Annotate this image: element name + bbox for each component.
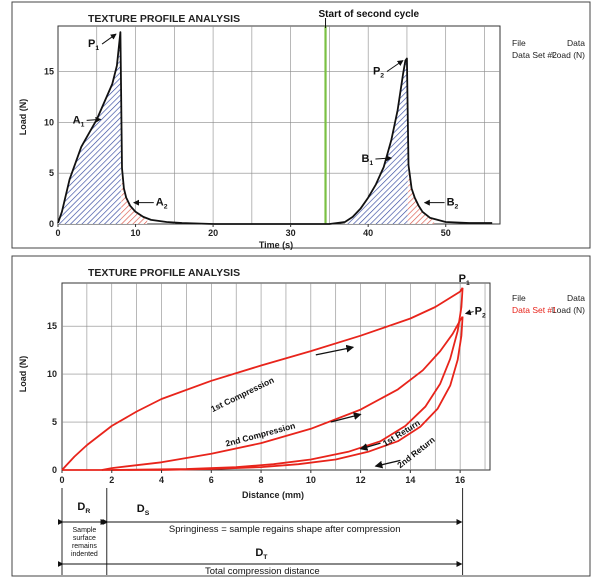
shaded-areas	[58, 32, 435, 224]
x-tick-label: 6	[209, 475, 214, 485]
curve-arrow-1st-compression	[315, 344, 355, 356]
annotation-a2: A2	[156, 197, 168, 211]
x-axis-label: Distance (mm)	[242, 490, 304, 500]
legend-data-header: Data	[567, 38, 585, 48]
series-lines	[61, 287, 464, 471]
chart-title: TEXTURE PROFILE ANALYSIS	[88, 267, 240, 279]
series-line-2nd-compression	[101, 316, 464, 471]
annotation-arrow-p2	[386, 60, 404, 72]
legend-data-header: Data	[567, 293, 585, 303]
annotation-arrow-p1	[101, 33, 117, 45]
chart-time-load: TEXTURE PROFILE ANALYSIS Load (N) Time (…	[11, 1, 591, 250]
x-tick-label: 30	[286, 228, 296, 238]
dimension-caption-dr: remains	[72, 543, 97, 550]
y-tick-label: 15	[44, 67, 54, 77]
shaded-region-b1	[344, 58, 408, 224]
grid	[57, 25, 501, 225]
load-curve	[57, 31, 493, 225]
x-tick-label: 8	[259, 475, 264, 485]
annotation-arrow-a1	[86, 116, 102, 123]
legend-dataset-label: Data Set #2	[512, 50, 557, 60]
shaded-region-a2	[120, 66, 148, 224]
y-tick-label: 10	[44, 117, 54, 127]
annotation-p1: P1	[88, 38, 99, 52]
dimension-label-dt: DT	[255, 547, 268, 561]
x-tick-label: 10	[131, 228, 141, 238]
x-tick-label: 14	[405, 475, 415, 485]
annotation-arrow-b1	[375, 155, 393, 162]
y-tick-label: 10	[47, 369, 57, 379]
curve-arrow-1st-return	[359, 442, 381, 451]
dimension-caption-dr: indented	[71, 551, 98, 558]
x-tick-label: 10	[306, 475, 316, 485]
series-line-1st-compression	[61, 287, 464, 471]
y-axis-label: Load (N)	[18, 356, 28, 393]
dimension-label-ds: DS	[137, 503, 150, 517]
legend-file-header: File	[512, 38, 526, 48]
series-lines	[57, 31, 493, 225]
dimension-label-dr: DR	[77, 501, 90, 515]
dimension-caption-dr: Sample	[73, 527, 97, 534]
annotations: P1 A1 A2 P2 B1 B2	[73, 33, 459, 211]
dimension-caption-dt: Total compression distance	[205, 566, 320, 577]
legend-series-label: Load (N)	[552, 50, 585, 60]
dimension-caption-dr: surface	[73, 535, 96, 542]
tick-labels: 0 2 4 6 8 10 12 14 16 0 5 10 15	[47, 321, 465, 485]
dimension-caption-ds: Springiness = sample regains shape after…	[169, 524, 401, 535]
x-tick-label: 20	[208, 228, 218, 238]
annotation-p2: P2	[373, 65, 384, 79]
second-cycle-marker: Start of second cycle	[319, 9, 420, 224]
legend-series-label: Load (N)	[552, 305, 585, 315]
x-tick-label: 0	[59, 475, 64, 485]
chart-title: TEXTURE PROFILE ANALYSIS	[88, 13, 240, 25]
annotation-a1: A1	[73, 114, 85, 128]
y-tick-label: 5	[49, 168, 54, 178]
curve-arrow-2nd-return	[374, 459, 401, 469]
x-tick-label: 16	[455, 475, 465, 485]
legend-dataset-label: Data Set #1	[512, 305, 557, 315]
x-tick-label: 0	[55, 228, 60, 238]
series-line-2nd-return	[111, 316, 464, 471]
y-tick-label: 0	[49, 219, 54, 229]
plot-area	[57, 25, 501, 225]
x-tick-label: 12	[356, 475, 366, 485]
curve-arrow-2nd-compression	[330, 412, 362, 423]
legend: File Data Data Set #2 Load (N)	[512, 38, 585, 60]
point-label-p1: P1	[459, 273, 470, 287]
y-tick-label: 15	[47, 321, 57, 331]
point-arrow-p2	[464, 309, 474, 316]
x-tick-label: 40	[363, 228, 373, 238]
legend: File Data Data Set #1 Load (N)	[512, 293, 585, 315]
annotation-b1: B1	[361, 153, 373, 167]
y-tick-label: 5	[52, 417, 57, 427]
marker-label: Start of second cycle	[319, 9, 420, 20]
x-tick-label: 50	[441, 228, 451, 238]
tick-labels: 0 10 20 30 40 50 0 5 10 15	[44, 67, 451, 238]
chart-distance-load: TEXTURE PROFILE ANALYSIS Load (N) Distan…	[11, 255, 591, 577]
x-tick-label: 4	[159, 475, 164, 485]
shaded-region-b2	[407, 111, 435, 224]
y-tick-label: 0	[52, 465, 57, 475]
y-axis-label: Load (N)	[18, 99, 28, 136]
x-axis-label: Time (s)	[259, 240, 293, 250]
legend-file-header: File	[512, 293, 526, 303]
x-tick-label: 2	[109, 475, 114, 485]
point-label-p2: P2	[475, 306, 486, 320]
annotation-b2: B2	[447, 197, 459, 211]
shaded-region-a1	[58, 32, 121, 224]
